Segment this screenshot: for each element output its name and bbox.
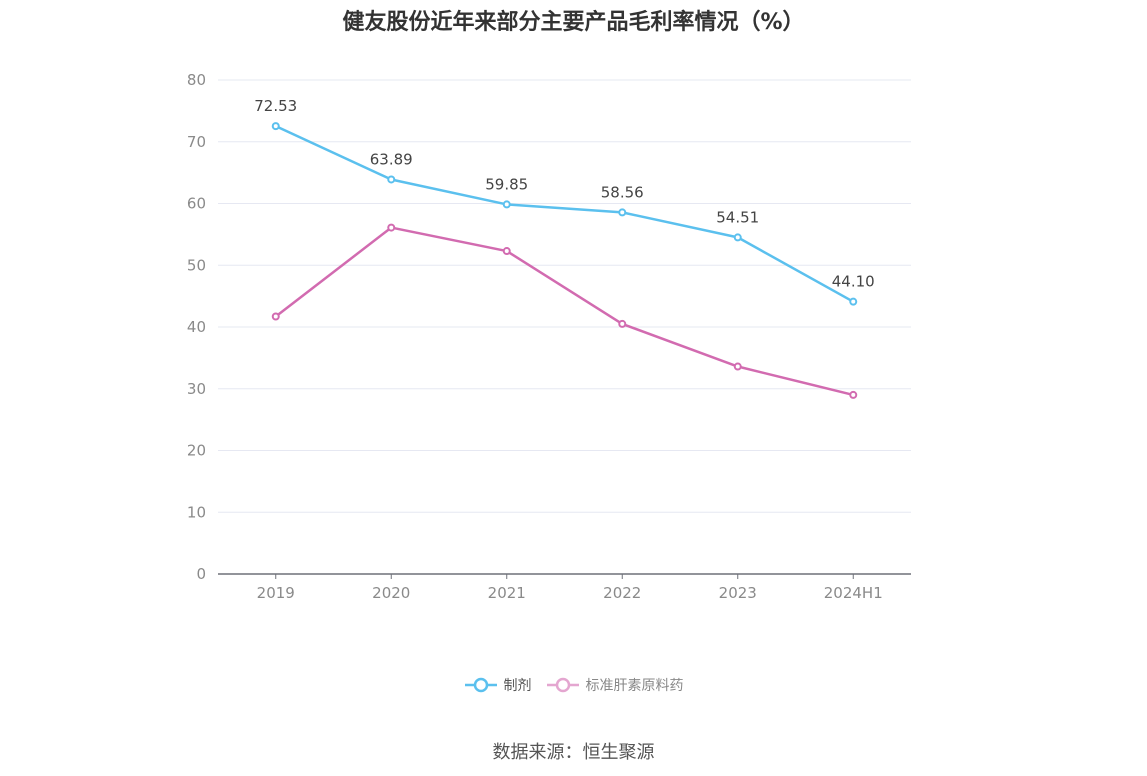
legend-item-heparin-api[interactable]: 标准肝素原料药 bbox=[546, 675, 684, 695]
data-points bbox=[271, 122, 858, 399]
data-point bbox=[271, 312, 280, 321]
legend-label-zhiji: 制剂 bbox=[503, 678, 532, 694]
data-point bbox=[502, 247, 511, 256]
chart-title: 健友股份近年来部分主要产品毛利率情况（%） bbox=[342, 10, 805, 35]
y-tick-label: 50 bbox=[187, 256, 206, 274]
y-tick-label: 10 bbox=[187, 503, 206, 521]
y-tick-label: 30 bbox=[187, 380, 206, 398]
data-point bbox=[502, 200, 511, 209]
x-tick-label: 2024H1 bbox=[824, 584, 883, 602]
y-tick-label: 20 bbox=[187, 442, 206, 460]
data-point bbox=[849, 297, 858, 306]
y-tick-label: 80 bbox=[187, 71, 206, 89]
series-line-1 bbox=[274, 226, 854, 397]
data-label: 58.56 bbox=[601, 183, 644, 201]
legend-item-zhiji[interactable]: 制剂 bbox=[464, 675, 532, 695]
data-point bbox=[733, 362, 742, 371]
legend: 制剂 标准肝素原料药 bbox=[0, 674, 1147, 696]
data-source: 数据来源：恒生聚源 bbox=[492, 742, 655, 763]
y-axis-ticks: 0 10 20 30 40 50 60 70 80 bbox=[187, 71, 206, 583]
data-point bbox=[271, 122, 280, 131]
grid-lines bbox=[218, 79, 911, 513]
y-tick-label: 60 bbox=[187, 195, 206, 213]
data-point bbox=[618, 208, 627, 217]
x-tick-label: 2020 bbox=[372, 584, 410, 602]
data-point bbox=[849, 390, 858, 399]
y-tick-label: 70 bbox=[187, 133, 206, 151]
data-label: 44.10 bbox=[832, 273, 875, 291]
data-label: 63.89 bbox=[370, 150, 413, 168]
x-tick-label: 2021 bbox=[488, 584, 526, 602]
data-point bbox=[618, 319, 627, 328]
series-line-0 bbox=[275, 124, 854, 303]
data-label: 59.85 bbox=[485, 175, 528, 193]
y-tick-label: 0 bbox=[196, 565, 206, 583]
data-label: 72.53 bbox=[254, 97, 297, 115]
data-label: 54.51 bbox=[716, 208, 759, 226]
x-tick-label: 2022 bbox=[603, 584, 641, 602]
y-tick-label: 40 bbox=[187, 318, 206, 336]
x-tick-label: 2019 bbox=[257, 584, 295, 602]
x-tick-label: 2023 bbox=[719, 584, 757, 602]
series-lines bbox=[274, 124, 854, 397]
data-labels: 72.53 63.89 59.85 58.56 54.51 44.10 bbox=[254, 97, 874, 291]
legend-swatch-heparin-api bbox=[546, 677, 579, 693]
legend-swatch-zhiji bbox=[464, 677, 497, 693]
data-point bbox=[387, 175, 396, 184]
legend-label-heparin-api: 标准肝素原料药 bbox=[585, 678, 684, 694]
x-axis: 2019 2020 2021 2022 2023 2024H1 bbox=[218, 573, 911, 602]
data-point bbox=[733, 233, 742, 242]
data-point bbox=[387, 223, 396, 232]
